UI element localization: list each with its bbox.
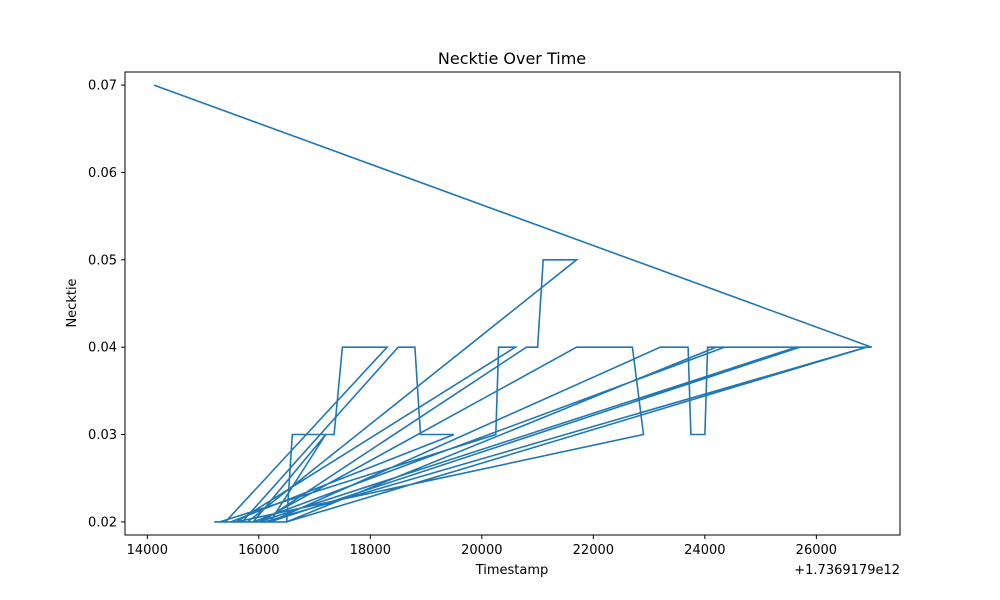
chart-title: Necktie Over Time (438, 49, 586, 68)
series-line (153, 84, 872, 523)
series-layer (153, 84, 872, 523)
y-tick-label: 0.02 (88, 515, 117, 530)
x-tick-label: 26000 (796, 543, 837, 558)
y-axis-label: Necktie (65, 278, 80, 327)
y-tick-label: 0.04 (88, 341, 117, 356)
plot-frame (124, 71, 901, 536)
x-tick-label: 22000 (573, 543, 614, 558)
x-axis-label: Timestamp (475, 563, 549, 578)
x-tick-label: 14000 (127, 543, 168, 558)
y-tick-label: 0.03 (88, 428, 117, 443)
x-axis-offset-label: +1.7369179e12 (794, 563, 900, 578)
x-axis: 14000 16000 18000 20000 22000 24000 26000 (127, 535, 837, 558)
y-tick-label: 0.05 (88, 253, 117, 268)
x-tick-label: 24000 (684, 543, 725, 558)
x-tick-label: 18000 (350, 543, 391, 558)
y-axis: 0.02 0.03 0.04 0.05 0.06 0.07 (88, 79, 125, 530)
y-tick-label: 0.06 (88, 166, 117, 181)
x-tick-label: 16000 (238, 543, 279, 558)
x-tick-label: 20000 (461, 543, 502, 558)
y-tick-label: 0.07 (88, 79, 117, 94)
